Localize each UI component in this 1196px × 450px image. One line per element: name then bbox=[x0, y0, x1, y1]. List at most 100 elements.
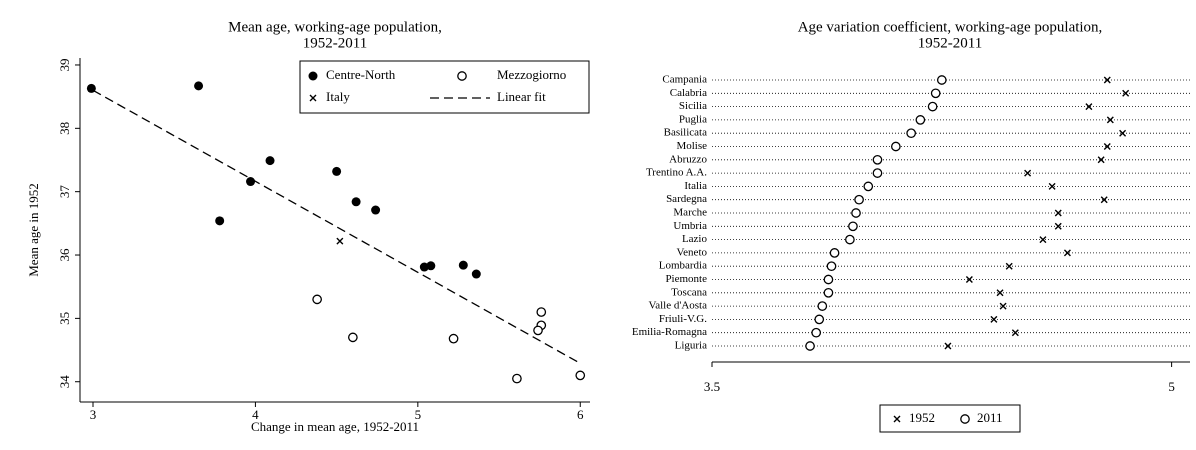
category-label: Friuli-V.G. bbox=[659, 313, 707, 325]
point bbox=[845, 234, 855, 245]
category-label: Veneto bbox=[676, 246, 707, 258]
y-tick-label: 34 bbox=[57, 375, 72, 389]
point bbox=[851, 208, 861, 218]
category-label: Marche bbox=[673, 207, 707, 219]
point bbox=[1054, 209, 1062, 217]
fit-line bbox=[92, 89, 581, 364]
point bbox=[1063, 249, 1071, 257]
category-label: Lombardia bbox=[659, 260, 707, 272]
point bbox=[872, 154, 883, 165]
category-label: Piemonte bbox=[665, 273, 707, 285]
point bbox=[348, 332, 358, 343]
point bbox=[990, 315, 998, 323]
point bbox=[1054, 222, 1062, 230]
point bbox=[1106, 116, 1114, 124]
point bbox=[965, 276, 973, 283]
category-label: Campania bbox=[662, 74, 707, 86]
y-axis-label: Mean age in 1952 bbox=[26, 183, 41, 277]
legend-symbol bbox=[457, 71, 467, 81]
legend-label: Centre-North bbox=[326, 67, 396, 82]
x-tick-label: 6 bbox=[577, 407, 584, 422]
category-label: Emilia-Romagna bbox=[632, 326, 707, 338]
x-axis-label: Change in mean age, 1952-2011 bbox=[251, 419, 419, 434]
point bbox=[1085, 103, 1093, 111]
y-tick-label: 37 bbox=[57, 185, 72, 199]
category-label: Toscana bbox=[671, 286, 707, 298]
category-label: Lazio bbox=[682, 233, 708, 245]
category-label: Valle d'Aosta bbox=[649, 300, 708, 312]
point bbox=[823, 287, 834, 298]
point bbox=[826, 261, 837, 272]
point bbox=[915, 115, 926, 125]
point bbox=[1122, 89, 1130, 97]
point bbox=[215, 216, 225, 226]
category-label: Sicilia bbox=[679, 100, 707, 112]
legend-label: Italy bbox=[326, 89, 350, 104]
point bbox=[944, 342, 952, 350]
point bbox=[1100, 196, 1108, 204]
point bbox=[1048, 182, 1056, 190]
legend-symbol bbox=[309, 94, 317, 102]
point bbox=[927, 101, 938, 112]
point bbox=[1024, 169, 1032, 177]
point bbox=[817, 301, 828, 311]
point bbox=[848, 221, 858, 232]
legend-box bbox=[299, 60, 590, 114]
x-tick-label: 5 bbox=[1168, 379, 1175, 394]
point bbox=[332, 166, 342, 176]
legend-label: 2011 bbox=[977, 410, 1003, 425]
point bbox=[1103, 143, 1111, 150]
chart-title: Mean age, working-age population, bbox=[228, 19, 442, 35]
point bbox=[996, 289, 1004, 297]
point bbox=[312, 294, 322, 305]
point bbox=[930, 88, 941, 99]
point bbox=[533, 325, 543, 336]
point bbox=[448, 333, 459, 344]
category-label: Sardegna bbox=[666, 193, 707, 205]
legend-label: Linear fit bbox=[497, 89, 546, 104]
point bbox=[999, 302, 1007, 310]
category-label: Italia bbox=[684, 180, 707, 192]
point bbox=[823, 274, 834, 285]
point bbox=[1103, 76, 1111, 84]
point bbox=[536, 307, 547, 317]
point bbox=[1097, 156, 1105, 164]
legend-box bbox=[879, 404, 1021, 433]
point bbox=[1005, 262, 1013, 270]
point bbox=[890, 141, 901, 152]
chart-title: Age variation coefficient, working-age p… bbox=[798, 19, 1103, 35]
legend-symbol bbox=[893, 415, 901, 423]
point bbox=[1039, 236, 1047, 244]
legend-label: 1952 bbox=[909, 410, 935, 425]
point bbox=[854, 194, 864, 205]
point bbox=[811, 327, 822, 338]
category-label: Abruzzo bbox=[669, 153, 707, 165]
legend-symbol bbox=[960, 414, 970, 424]
point bbox=[805, 341, 815, 351]
x-tick-label: 3.5 bbox=[704, 379, 720, 394]
point bbox=[936, 75, 947, 85]
point bbox=[426, 261, 436, 271]
chart-title: 1952-2011 bbox=[918, 35, 982, 51]
legend-symbol bbox=[308, 71, 318, 81]
x-tick-label: 4 bbox=[252, 407, 259, 422]
point bbox=[458, 260, 468, 270]
x-tick-label: 3 bbox=[90, 407, 97, 422]
point bbox=[1119, 129, 1127, 137]
point bbox=[194, 81, 204, 91]
category-label: Umbria bbox=[673, 220, 707, 232]
point bbox=[371, 205, 381, 215]
point bbox=[1011, 329, 1019, 337]
point bbox=[814, 314, 825, 325]
point bbox=[336, 237, 344, 245]
point bbox=[906, 128, 917, 139]
y-tick-label: 38 bbox=[57, 122, 72, 135]
category-label: Trentino A.A. bbox=[646, 167, 707, 179]
point bbox=[575, 370, 586, 381]
point bbox=[265, 156, 275, 166]
y-tick-label: 36 bbox=[57, 248, 72, 261]
category-label: Basilicata bbox=[664, 127, 707, 139]
legend-label: Mezzogiorno bbox=[497, 67, 566, 82]
